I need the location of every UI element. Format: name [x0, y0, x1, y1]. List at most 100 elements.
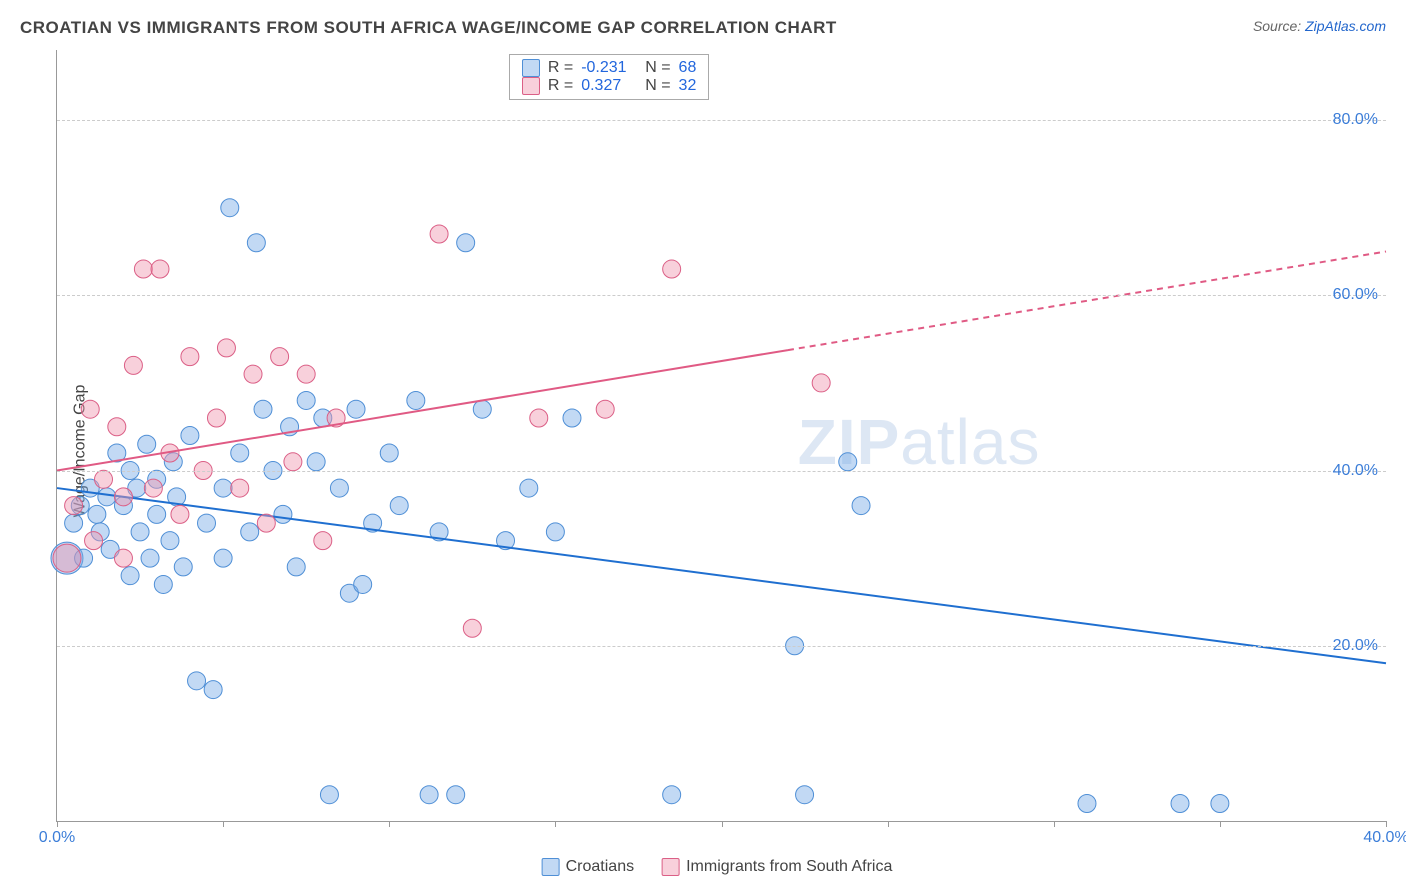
data-point [530, 409, 548, 427]
data-point [284, 453, 302, 471]
data-point [174, 558, 192, 576]
data-point [663, 786, 681, 804]
data-point [463, 619, 481, 637]
data-point [430, 225, 448, 243]
source-link[interactable]: ZipAtlas.com [1305, 18, 1386, 34]
trend-line [57, 350, 788, 470]
legend-label: Croatians [566, 858, 634, 876]
data-point [473, 400, 491, 418]
data-point [214, 479, 232, 497]
data-point [108, 418, 126, 436]
gridline [57, 471, 1386, 472]
y-tick-label: 20.0% [1333, 637, 1378, 655]
data-point [138, 435, 156, 453]
stat-n-label: N = [645, 77, 670, 95]
stat-n-label: N = [645, 59, 670, 77]
data-point [214, 549, 232, 567]
chart-title: CROATIAN VS IMMIGRANTS FROM SOUTH AFRICA… [20, 18, 837, 38]
data-point [839, 453, 857, 471]
x-tick [1054, 821, 1055, 827]
y-tick-label: 40.0% [1333, 462, 1378, 480]
data-point [114, 549, 132, 567]
data-point [320, 786, 338, 804]
legend-swatch [522, 59, 540, 77]
data-point [204, 681, 222, 699]
plot-area: ZIPatlas R =-0.231N =68R =0.327N =32 20.… [56, 50, 1386, 822]
data-point [307, 453, 325, 471]
data-point [796, 786, 814, 804]
data-point [134, 260, 152, 278]
data-point [154, 575, 172, 593]
data-point [217, 339, 235, 357]
data-point [53, 544, 81, 572]
x-tick [57, 821, 58, 827]
data-point [114, 488, 132, 506]
x-tick [1220, 821, 1221, 827]
data-point [124, 356, 142, 374]
data-point [188, 672, 206, 690]
data-point [65, 514, 83, 532]
stat-r-label: R = [548, 77, 573, 95]
legend-swatch [542, 858, 560, 876]
data-point [95, 470, 113, 488]
data-point [287, 558, 305, 576]
data-point [198, 514, 216, 532]
data-point [81, 400, 99, 418]
legend-item: Croatians [542, 858, 634, 876]
source-attribution: Source: ZipAtlas.com [1253, 18, 1386, 34]
data-point [257, 514, 275, 532]
data-point [663, 260, 681, 278]
x-tick [722, 821, 723, 827]
data-point [231, 444, 249, 462]
chart-container: Wage/Income Gap ZIPatlas R =-0.231N =68R… [48, 50, 1386, 852]
data-point [447, 786, 465, 804]
y-tick-label: 60.0% [1333, 286, 1378, 304]
data-point [420, 786, 438, 804]
stat-n-value: 68 [679, 59, 697, 77]
data-point [354, 575, 372, 593]
data-point [457, 234, 475, 252]
data-point [297, 391, 315, 409]
data-point [1211, 794, 1229, 812]
legend-stats-box: R =-0.231N =68R =0.327N =32 [509, 54, 709, 100]
x-tick [223, 821, 224, 827]
data-point [407, 391, 425, 409]
source-prefix: Source: [1253, 18, 1305, 34]
data-point [181, 427, 199, 445]
data-point [141, 549, 159, 567]
x-tick [888, 821, 889, 827]
data-point [131, 523, 149, 541]
data-point [65, 497, 83, 515]
trend-line [57, 488, 1386, 663]
gridline [57, 646, 1386, 647]
data-point [254, 400, 272, 418]
data-point [207, 409, 225, 427]
x-tick [1386, 821, 1387, 827]
data-point [271, 348, 289, 366]
data-point [241, 523, 259, 541]
stat-r-label: R = [548, 59, 573, 77]
trend-line-dashed [788, 252, 1386, 351]
data-point [347, 400, 365, 418]
data-point [148, 505, 166, 523]
legend-stats-row: R =0.327N =32 [522, 77, 696, 95]
data-point [390, 497, 408, 515]
gridline [57, 295, 1386, 296]
stat-r-value: -0.231 [581, 59, 637, 77]
data-point [85, 532, 103, 550]
data-point [274, 505, 292, 523]
legend-label: Immigrants from South Africa [686, 858, 892, 876]
data-point [144, 479, 162, 497]
data-point [380, 444, 398, 462]
data-point [221, 199, 239, 217]
legend-swatch [662, 858, 680, 876]
x-tick [555, 821, 556, 827]
data-point [181, 348, 199, 366]
stat-r-value: 0.327 [581, 77, 637, 95]
data-point [171, 505, 189, 523]
data-point [852, 497, 870, 515]
x-tick [389, 821, 390, 827]
data-point [244, 365, 262, 383]
data-point [121, 567, 139, 585]
data-point [151, 260, 169, 278]
